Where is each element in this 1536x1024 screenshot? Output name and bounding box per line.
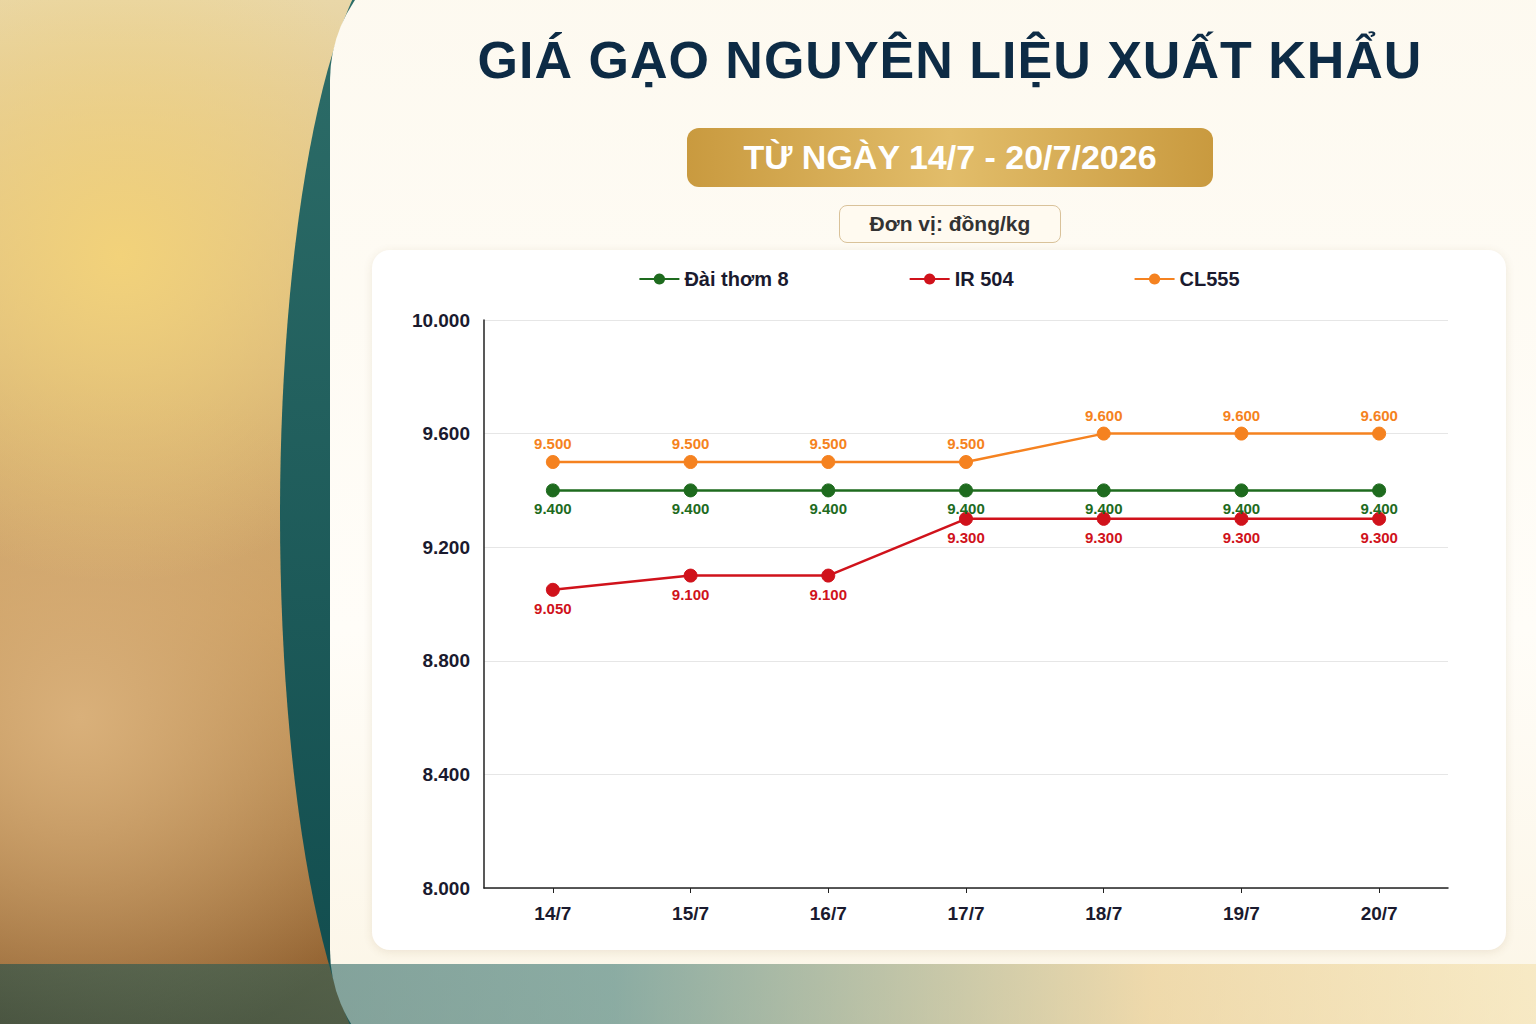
svg-text:18/7: 18/7 — [1085, 903, 1122, 924]
svg-text:9.200: 9.200 — [422, 537, 470, 558]
svg-text:9.400: 9.400 — [534, 500, 572, 517]
svg-text:9.600: 9.600 — [1360, 407, 1398, 424]
svg-text:9.400: 9.400 — [1360, 500, 1398, 517]
svg-text:9.400: 9.400 — [947, 500, 985, 517]
svg-text:10.000: 10.000 — [412, 310, 470, 331]
svg-text:9.500: 9.500 — [534, 435, 572, 452]
svg-text:9.400: 9.400 — [1223, 500, 1261, 517]
svg-text:9.600: 9.600 — [422, 423, 470, 444]
html-text:GIÁ GẠO NGUYÊN LIỆU XUẤT KHẨU: GIÁ GẠO NGUYÊN LIỆU XUẤT KHẨU — [477, 31, 1423, 89]
svg-text:9.100: 9.100 — [810, 586, 848, 603]
svg-text:15/7: 15/7 — [672, 903, 709, 924]
svg-text:9.300: 9.300 — [947, 529, 985, 546]
svg-text:9.500: 9.500 — [672, 435, 710, 452]
html-text:TỪ NGÀY 14/7 - 20/7/2026: TỪ NGÀY 14/7 - 20/7/2026 — [743, 138, 1157, 176]
svg-text:9.300: 9.300 — [1360, 529, 1398, 546]
svg-text:9.600: 9.600 — [1085, 407, 1123, 424]
svg-text:14/7: 14/7 — [534, 903, 571, 924]
svg-text:19/7: 19/7 — [1223, 903, 1260, 924]
svg-text:17/7: 17/7 — [948, 903, 985, 924]
svg-text:8.000: 8.000 — [422, 878, 470, 899]
svg-text:9.300: 9.300 — [1085, 529, 1123, 546]
svg-text:Đài thơm 8: Đài thơm 8 — [684, 268, 788, 290]
svg-text:9.100: 9.100 — [672, 586, 710, 603]
svg-text:IR 504: IR 504 — [955, 268, 1015, 290]
svg-text:20/7: 20/7 — [1361, 903, 1398, 924]
svg-text:9.400: 9.400 — [810, 500, 848, 517]
svg-text:9.400: 9.400 — [1085, 500, 1123, 517]
svg-text:9.300: 9.300 — [1223, 529, 1261, 546]
svg-text:CL555: CL555 — [1180, 268, 1240, 290]
svg-text:16/7: 16/7 — [810, 903, 847, 924]
svg-text:8.400: 8.400 — [422, 764, 470, 785]
svg-text:9.400: 9.400 — [672, 500, 710, 517]
svg-text:9.500: 9.500 — [810, 435, 848, 452]
svg-text:9.050: 9.050 — [534, 600, 572, 617]
html-text:Đơn vị: đồng/kg: Đơn vị: đồng/kg — [869, 212, 1031, 235]
svg-text:8.800: 8.800 — [422, 650, 470, 671]
svg-text:9.500: 9.500 — [947, 435, 985, 452]
svg-text:9.600: 9.600 — [1223, 407, 1261, 424]
